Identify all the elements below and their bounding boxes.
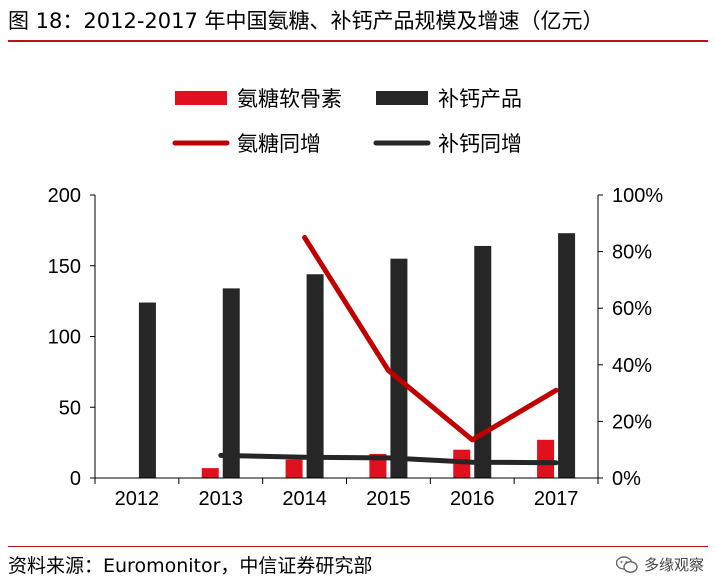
bar-glucosamine-2017 xyxy=(537,439,555,478)
bar-glucosamine-2014 xyxy=(285,459,303,478)
right-tick-label: 100% xyxy=(612,185,663,207)
x-tick-label-2013: 2013 xyxy=(199,488,244,510)
axes: 0 50 100 150 200 0% 20% 40% 60% 80% 100% 2012 2013 20… xyxy=(48,185,664,510)
line-calcium-growth xyxy=(218,452,559,466)
legend-label: 氨糖同增 xyxy=(237,133,321,156)
left-tick-label: 100 xyxy=(48,327,81,349)
left-tick-label: 0 xyxy=(70,468,81,490)
bar-calcium-2013 xyxy=(222,288,240,478)
legend-label: 补钙产品 xyxy=(438,88,522,111)
watermark-text: 多缘观察 xyxy=(643,556,704,574)
bar-calcium-2015 xyxy=(390,258,408,478)
wechat-icon xyxy=(615,556,638,574)
left-tick-label: 150 xyxy=(48,256,81,278)
x-tick-label-2016: 2016 xyxy=(450,488,495,510)
line-glucosamine-growth xyxy=(302,235,559,443)
bar-calcium-2017 xyxy=(558,233,576,478)
right-tick-label: 20% xyxy=(612,411,652,433)
x-tick-label-2015: 2015 xyxy=(366,488,411,510)
legend-swatch-bar xyxy=(376,91,428,105)
left-tick-label: 200 xyxy=(48,185,81,207)
right-tick-label: 60% xyxy=(612,298,652,320)
source-note: 资料来源：Euromonitor，中信证券研究部 xyxy=(8,555,373,577)
bar-calcium-2014 xyxy=(306,274,324,478)
x-tick-label-2017: 2017 xyxy=(534,488,579,510)
legend-label: 补钙同增 xyxy=(438,133,522,156)
bar-glucosamine-2013 xyxy=(201,468,219,478)
figure-title: 图 18：2012-2017 年中国氨糖、补钙产品规模及增速（亿元） xyxy=(8,9,604,33)
title-rule xyxy=(8,40,708,42)
source-rule xyxy=(8,546,708,547)
bars xyxy=(138,233,576,478)
bar-calcium-2012 xyxy=(138,302,156,478)
legend-label: 氨糖软骨素 xyxy=(237,88,342,111)
legend-swatch-bar xyxy=(175,91,227,105)
lines xyxy=(218,235,559,466)
right-tick-label: 80% xyxy=(612,242,652,264)
right-tick-label: 0% xyxy=(612,468,641,490)
x-tick-label-2012: 2012 xyxy=(115,488,160,510)
bar-calcium-2016 xyxy=(474,245,492,478)
watermark: 多缘观察 xyxy=(615,552,704,578)
left-tick-label: 50 xyxy=(59,397,81,419)
right-tick-label: 40% xyxy=(612,355,652,377)
x-tick-label-2014: 2014 xyxy=(282,488,327,510)
